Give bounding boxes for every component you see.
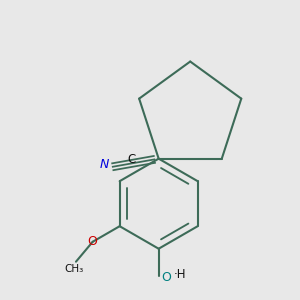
Text: CH₃: CH₃ (64, 265, 84, 275)
Text: C: C (127, 153, 136, 166)
Text: ·H: ·H (174, 268, 187, 281)
Text: O: O (88, 235, 98, 248)
Text: N: N (100, 158, 109, 171)
Text: O: O (161, 271, 171, 284)
